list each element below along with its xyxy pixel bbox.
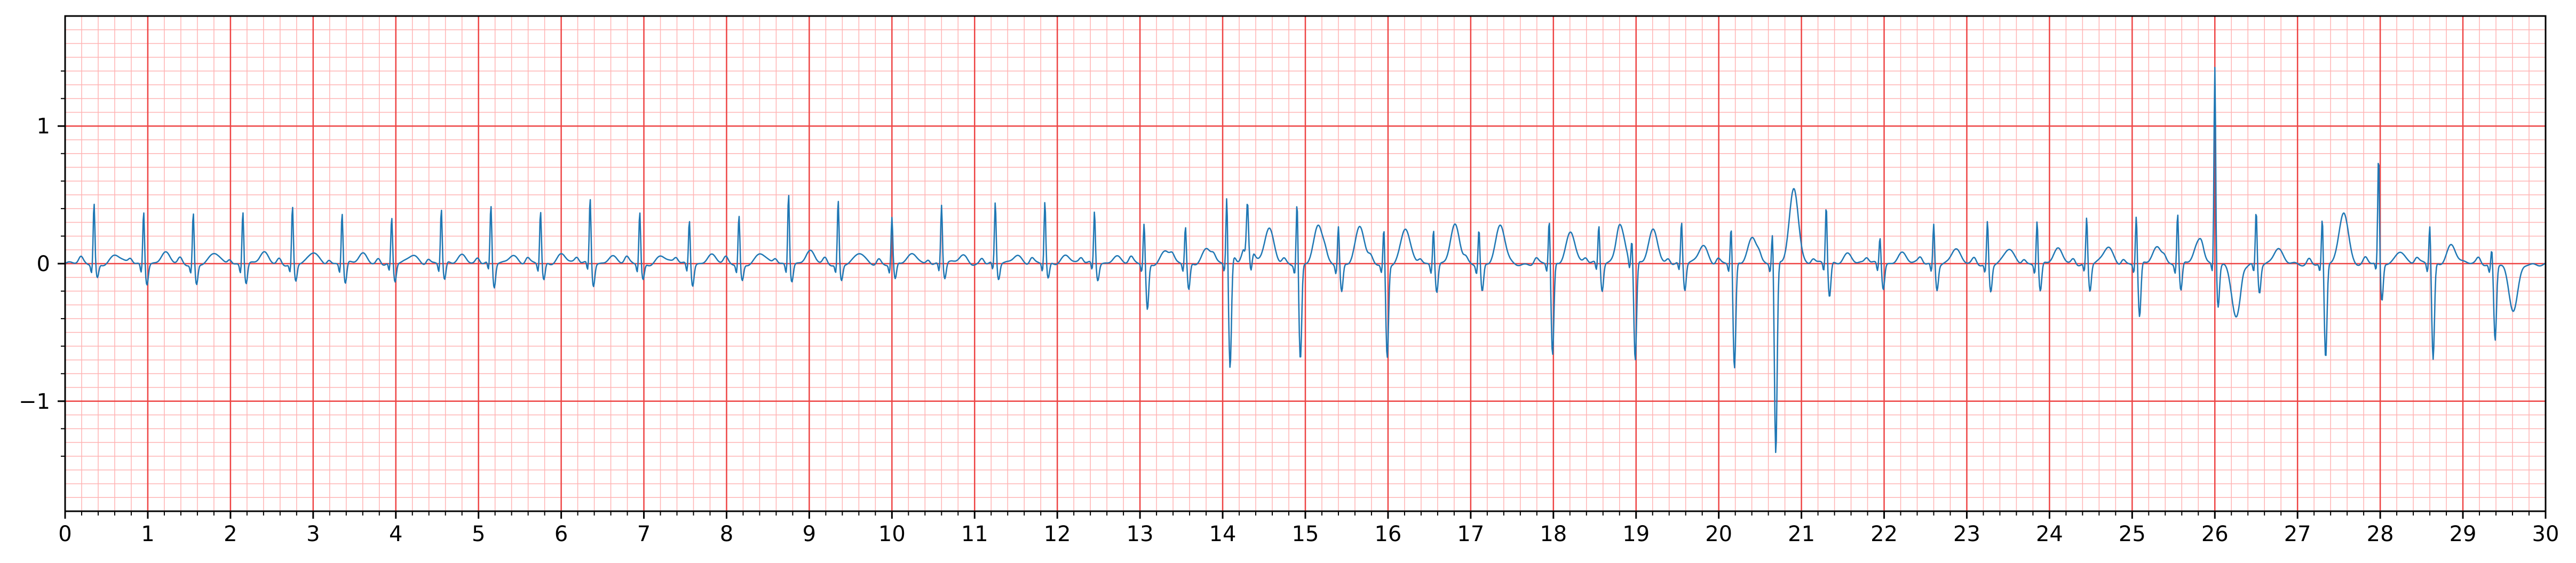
ecg-trace-line [65,67,2546,454]
axis-ticks [58,70,2547,519]
x-tick-label: 14 [1209,522,1237,546]
x-tick-label: 7 [637,522,651,546]
y-tick-labels: −1 0 1 [19,114,50,414]
x-tick-label: 15 [1292,522,1319,546]
x-tick-label: 1 [141,522,154,546]
x-tick-label: 19 [1622,522,1650,546]
x-tick-label: 22 [1870,522,1898,546]
x-tick-label: 29 [2450,522,2477,546]
x-tick-label: 6 [554,522,568,546]
x-tick-label: 5 [472,522,485,546]
x-tick-label: 21 [1788,522,1815,546]
x-tick-label: 8 [720,522,733,546]
x-tick-label: 23 [1953,522,1980,546]
y-tick-label: 1 [37,114,50,139]
x-tick-label: 27 [2284,522,2311,546]
x-tick-label: 24 [2036,522,2063,546]
x-tick-label: 10 [878,522,906,546]
x-tick-label: 2 [224,522,237,546]
x-tick-label: 18 [1540,522,1567,546]
x-tick-label: 11 [961,522,988,546]
x-tick-label: 3 [306,522,320,546]
y-tick-label: −1 [19,390,50,414]
x-tick-label: 13 [1127,522,1154,546]
x-tick-label: 28 [2367,522,2394,546]
x-tick-label: 16 [1374,522,1401,546]
y-tick-label: 0 [37,252,50,276]
x-tick-label: 20 [1705,522,1732,546]
x-tick-label: 12 [1044,522,1071,546]
x-tick-label: 0 [58,522,72,546]
x-tick-label: 26 [2201,522,2229,546]
x-tick-label: 4 [389,522,402,546]
x-tick-label: 25 [2119,522,2146,546]
x-tick-label: 17 [1457,522,1484,546]
x-tick-label: 30 [2532,522,2559,546]
x-tick-label: 9 [803,522,816,546]
x-tick-labels: 0 1 2 3 4 5 6 7 8 9 10 11 12 13 14 15 16 17 18 19 20 21 22 23 24… [58,522,2559,546]
